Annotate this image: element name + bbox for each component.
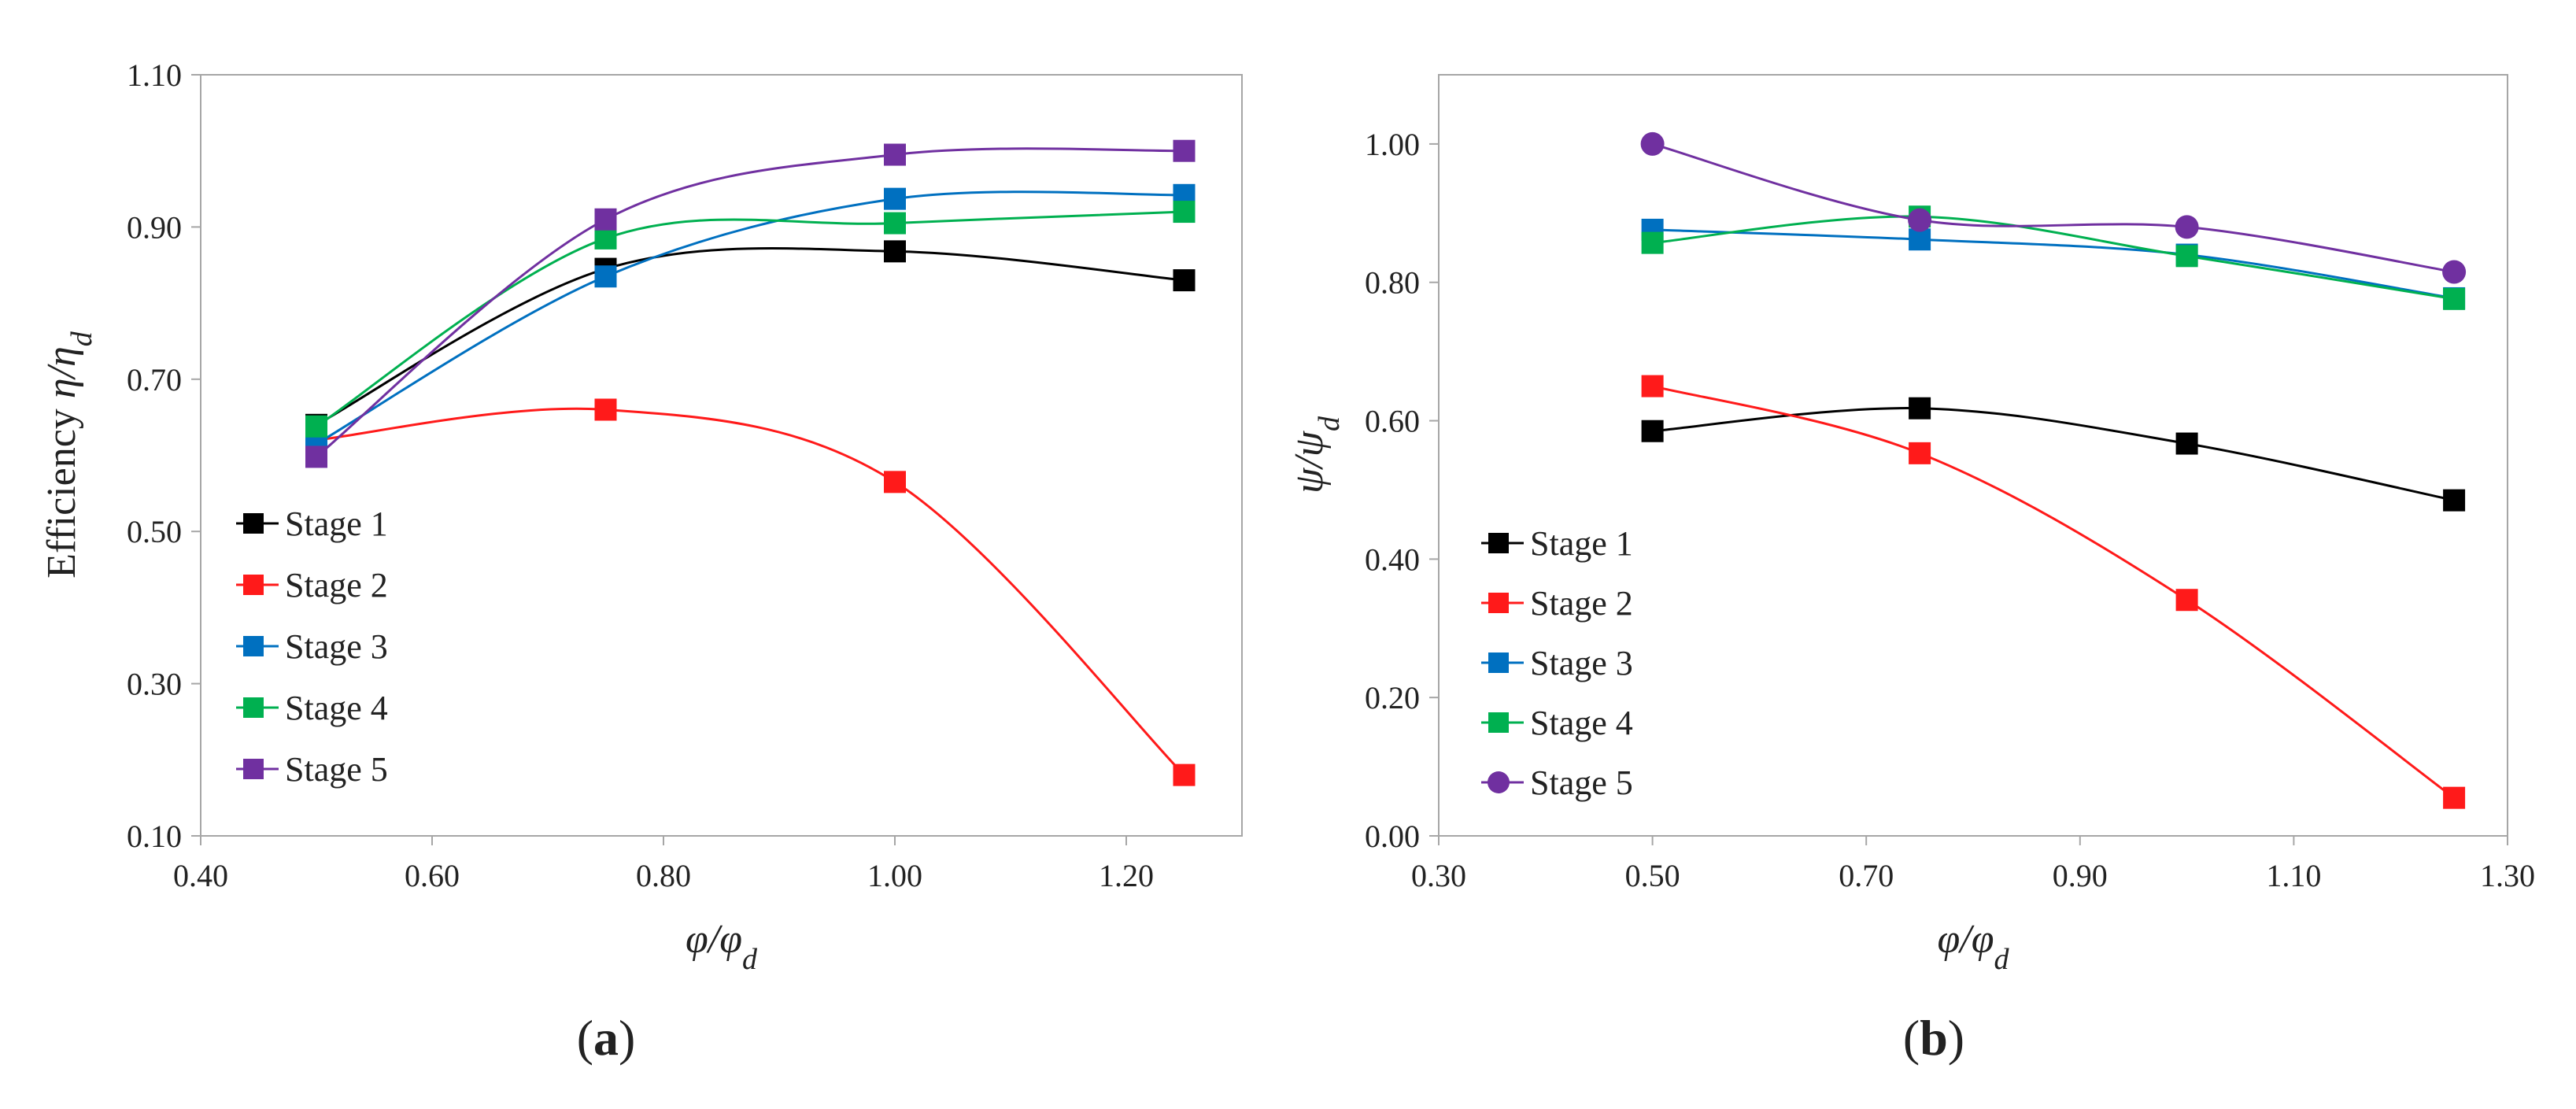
legend-marker-stage-1 (1488, 533, 1509, 553)
series-line-stage-3 (1652, 228, 2455, 300)
y-tick-label: 0.80 (1365, 265, 1420, 301)
x-axis-label: φ/φd (686, 917, 758, 976)
data-point-stage-5 (2175, 215, 2199, 239)
y-tick-label: 0.70 (127, 362, 182, 397)
data-point-stage-4 (1641, 231, 1664, 254)
plot-area-frame (1438, 74, 2508, 837)
data-point-stage-5 (1908, 208, 1932, 232)
panel-label: (b) (1903, 1010, 1964, 1066)
x-tick-label: 0.40 (173, 858, 228, 893)
y-tick-label: 0.90 (127, 209, 182, 245)
series-line-stage-2 (316, 407, 1185, 776)
series-line-stage-5 (316, 147, 1185, 458)
x-axis-label: φ/φd (1938, 917, 2010, 976)
y-axis-label: Efficiency η/ηd (39, 331, 98, 579)
y-tick-label: 0.60 (1365, 404, 1420, 439)
data-point-stage-2 (1173, 763, 1196, 786)
data-point-stage-4 (2443, 287, 2466, 310)
data-point-stage-4 (1173, 201, 1196, 224)
data-point-stage-1 (1173, 269, 1196, 292)
series-line-stage-4 (316, 210, 1185, 428)
data-point-stage-5 (305, 445, 327, 468)
data-point-stage-2 (1909, 442, 1931, 464)
data-point-stage-1 (2443, 489, 2466, 512)
data-point-stage-2 (884, 471, 906, 494)
y-axis-label: ψ/ψd (1287, 416, 1346, 494)
legend-marker-stage-2 (243, 575, 264, 595)
legend-marker-stage-3 (243, 636, 264, 656)
series-line-stage-5 (1652, 142, 2455, 274)
panel-label: (a) (577, 1010, 636, 1066)
legend-marker-stage-1 (243, 513, 264, 534)
chart-panel-b: 0.30 0.50 0.70 0.90 1.10 1.30 0.00 0.20 0.40 0.60… (1287, 74, 2535, 1066)
data-point-stage-1 (884, 240, 906, 263)
data-point-stage-5 (594, 208, 617, 231)
x-tick-label: 0.90 (2053, 858, 2108, 893)
legend-marker-stage-4 (243, 697, 264, 718)
data-point-stage-4 (2175, 245, 2198, 268)
x-tick-label: 1.00 (867, 858, 922, 893)
data-point-stage-2 (2443, 786, 2466, 809)
x-tick-label: 0.70 (1839, 858, 1894, 893)
legend-marker-stage-4 (1488, 712, 1509, 733)
data-point-stage-3 (884, 187, 906, 210)
y-tick-label: 0.20 (1365, 680, 1420, 715)
series-line-stage-1 (1652, 407, 2455, 502)
data-point-stage-2 (594, 398, 617, 421)
y-tick-label: 1.10 (127, 57, 182, 93)
data-point-stage-2 (2175, 589, 2198, 612)
data-point-stage-5 (2442, 260, 2467, 284)
data-point-stage-4 (594, 227, 617, 250)
legend-marker-stage-2 (1488, 593, 1509, 613)
data-point-stage-1 (1641, 420, 1664, 442)
series-line-stage-4 (1652, 215, 2455, 301)
chart-panel-a: 0.40 0.60 0.80 1.00 1.20 0.10 0.30 0.50 0.70 0.90… (39, 57, 1243, 1066)
legend-label-stage-2: Stage 2 (1530, 584, 1633, 623)
data-point-stage-4 (884, 212, 906, 235)
data-point-stage-2 (1641, 375, 1664, 397)
data-point-stage-3 (594, 265, 617, 288)
data-point-stage-5 (1640, 131, 1665, 156)
y-tick-label: 0.00 (1365, 819, 1420, 854)
y-tick-label: 1.00 (1365, 127, 1420, 162)
x-tick-label: 0.50 (1625, 858, 1680, 893)
legend-marker-stage-3 (1488, 652, 1509, 673)
x-tick-label: 1.20 (1099, 858, 1154, 893)
data-point-stage-4 (305, 415, 327, 438)
series-line-stage-1 (316, 247, 1185, 427)
legend-label-stage-3: Stage 3 (1530, 644, 1633, 682)
x-tick-label: 0.60 (405, 858, 460, 893)
legend-label-stage-5: Stage 5 (285, 750, 388, 789)
x-tick-label: 1.30 (2480, 858, 2535, 893)
plot-area-frame (200, 74, 1243, 837)
legend-label-stage-2: Stage 2 (285, 566, 388, 604)
y-tick-label: 0.10 (127, 819, 182, 854)
data-point-stage-5 (884, 143, 906, 166)
data-point-stage-5 (1173, 139, 1196, 162)
data-point-stage-3 (1909, 228, 1931, 251)
legend-label-stage-4: Stage 4 (1530, 704, 1633, 742)
y-tick-label: 0.50 (127, 514, 182, 549)
x-tick-label: 0.30 (1411, 858, 1466, 893)
x-tick-label: 1.10 (2266, 858, 2321, 893)
legend-label-stage-1: Stage 1 (1530, 524, 1633, 563)
legend-marker-stage-5 (243, 759, 264, 779)
series-line-stage-3 (316, 190, 1185, 445)
x-tick-label: 0.80 (636, 858, 691, 893)
y-tick-label: 0.30 (127, 667, 182, 702)
data-point-stage-1 (1909, 397, 1931, 420)
legend-label-stage-4: Stage 4 (285, 689, 388, 727)
legend-label-stage-1: Stage 1 (285, 505, 388, 543)
y-tick-label: 0.40 (1365, 542, 1420, 577)
legend-label-stage-5: Stage 5 (1530, 763, 1633, 802)
legend-label-stage-3: Stage 3 (285, 627, 388, 666)
series-line-stage-2 (1652, 385, 2455, 799)
legend-marker-stage-5 (1488, 771, 1510, 793)
data-point-stage-1 (2175, 432, 2198, 455)
